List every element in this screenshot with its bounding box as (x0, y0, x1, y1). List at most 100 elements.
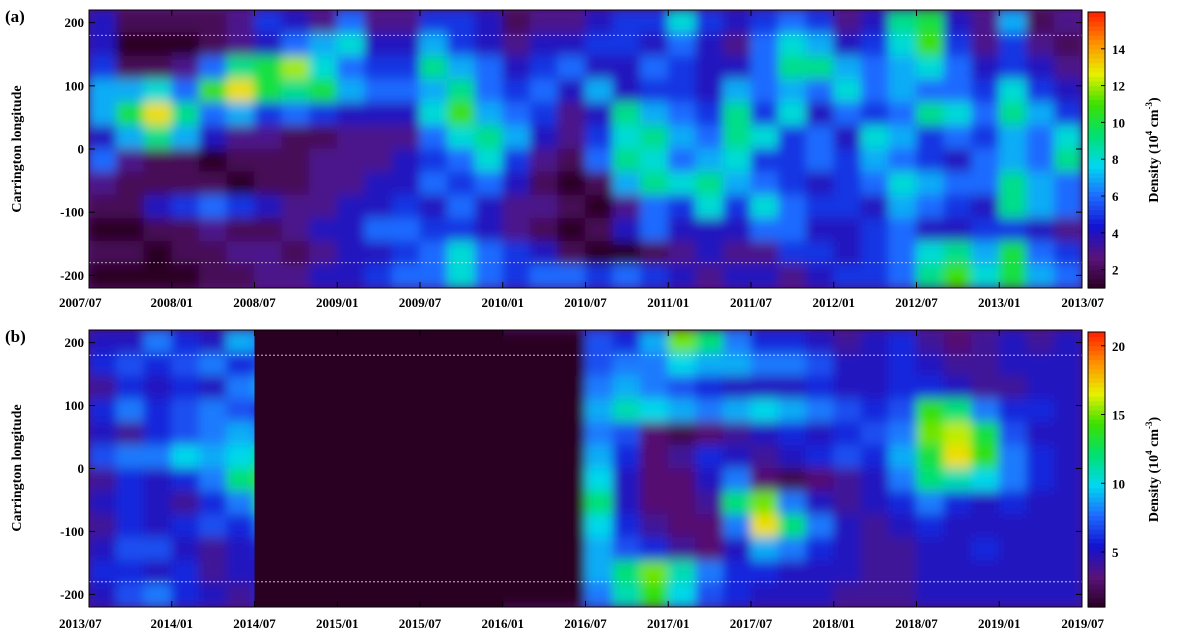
colorbar-segment (1088, 30, 1105, 36)
colorbar-segment (1088, 519, 1105, 526)
colorbar-segment (1088, 565, 1105, 571)
heatmap-cell (778, 102, 807, 127)
heatmap-cell (502, 560, 531, 585)
heatmap-cell (226, 398, 255, 423)
x-tick-label: 2017/01 (647, 616, 690, 631)
heatmap-cell (143, 444, 173, 469)
heatmap-cell (667, 79, 697, 104)
heatmap-cell (860, 560, 890, 585)
heatmap-cell (860, 264, 890, 288)
heatmap-cell (557, 10, 586, 34)
heatmap-cell (778, 491, 807, 516)
heatmap-cell (89, 148, 118, 173)
heatmap-cell (998, 194, 1028, 219)
y-axis-title-a: Carrington longitude (10, 85, 25, 212)
heatmap-cell (89, 330, 118, 354)
heatmap-cell (888, 468, 917, 493)
heatmap-cell (888, 194, 917, 219)
heatmap-cell (198, 102, 228, 127)
heatmap-cell (695, 330, 724, 354)
colorbar-segment (1088, 71, 1105, 77)
heatmap-cell (116, 560, 145, 585)
heatmap-cell (143, 560, 173, 585)
heatmap-cell (833, 514, 862, 539)
heatmap-cell (391, 102, 421, 127)
heatmap-cell (640, 468, 669, 493)
heatmap-cell (557, 375, 586, 400)
heatmap-cell (391, 264, 421, 288)
heatmap-cell (529, 352, 559, 377)
heatmap-cell (971, 79, 1000, 104)
heatmap-cell (1053, 468, 1082, 493)
colorbar-segment (1088, 90, 1105, 96)
colorbar-segment (1088, 62, 1105, 68)
heatmap-cell (667, 330, 697, 354)
colorbar-segment (1088, 58, 1105, 64)
y-tick-label: 0 (78, 142, 85, 157)
heatmap-cell (888, 583, 917, 607)
heatmap-cell (585, 241, 614, 266)
heatmap-cell (116, 352, 145, 377)
heatmap-cell (502, 125, 531, 150)
heatmap-cell (336, 194, 366, 219)
heatmap-cell (750, 514, 780, 539)
heatmap-cell (116, 444, 145, 469)
heatmap-cell (226, 444, 255, 469)
colorbar-segment (1088, 255, 1105, 261)
colorbar-segment (1088, 377, 1105, 384)
heatmap-cell (1053, 491, 1082, 516)
heatmap-cell (998, 10, 1028, 34)
heatmap-cell (1026, 491, 1055, 516)
heatmap-cell (116, 421, 145, 446)
colorbar-segment (1088, 597, 1105, 604)
heatmap-cell (612, 241, 642, 266)
heatmap-cell (226, 468, 255, 493)
heatmap-cell (1026, 375, 1055, 400)
heatmap-cell (943, 560, 973, 585)
heatmap-cell (971, 514, 1000, 539)
heatmap-cell (529, 514, 559, 539)
heatmap-cell (143, 194, 173, 219)
heatmap-cell (916, 514, 945, 539)
heatmap-cell (198, 148, 228, 173)
heatmap-cell (695, 148, 724, 173)
heatmap-cell (998, 102, 1028, 127)
heatmap-cell (1053, 125, 1082, 150)
heatmap-cell (805, 444, 835, 469)
heatmap-cell (171, 491, 200, 516)
heatmap-cell (640, 55, 669, 80)
heatmap-cell (612, 375, 642, 400)
panel-a: (a) 200 100 0 -100 -200 2007/07 2008/01 2008/0… (5, 7, 1162, 310)
heatmap-cell (695, 10, 724, 34)
heatmap-cell (1026, 444, 1055, 469)
heatmap-cell (695, 444, 724, 469)
heatmap-cell (888, 330, 917, 354)
heatmap-cell (998, 560, 1028, 585)
heatmap-cell (198, 491, 228, 516)
colorbar-segment (1088, 391, 1105, 397)
colorbar-segment (1088, 219, 1105, 225)
heatmap-cell (916, 398, 945, 423)
heatmap-cell (916, 560, 945, 585)
heatmap-cell (143, 32, 173, 57)
heatmap-cell (695, 241, 724, 266)
heatmap-cell (1053, 514, 1082, 539)
colorbar-segment (1088, 214, 1105, 220)
heatmap-cell (971, 241, 1000, 266)
heatmap-cell (833, 264, 862, 288)
heatmap-cell (557, 514, 586, 539)
heatmap-cell (805, 10, 835, 34)
heatmap-cell (226, 125, 255, 150)
heatmap-cell (916, 421, 945, 446)
heatmap-cell (89, 537, 118, 562)
heatmap-cell (529, 491, 559, 516)
heatmap-cell (254, 241, 283, 266)
heatmap-cell (833, 491, 862, 516)
heatmap-cell (226, 352, 255, 377)
heatmap-cell (695, 375, 724, 400)
heatmap-cell (860, 32, 890, 57)
heatmap-cell (529, 398, 559, 423)
heatmap-cell (750, 171, 780, 196)
heatmap-cell (750, 79, 780, 104)
